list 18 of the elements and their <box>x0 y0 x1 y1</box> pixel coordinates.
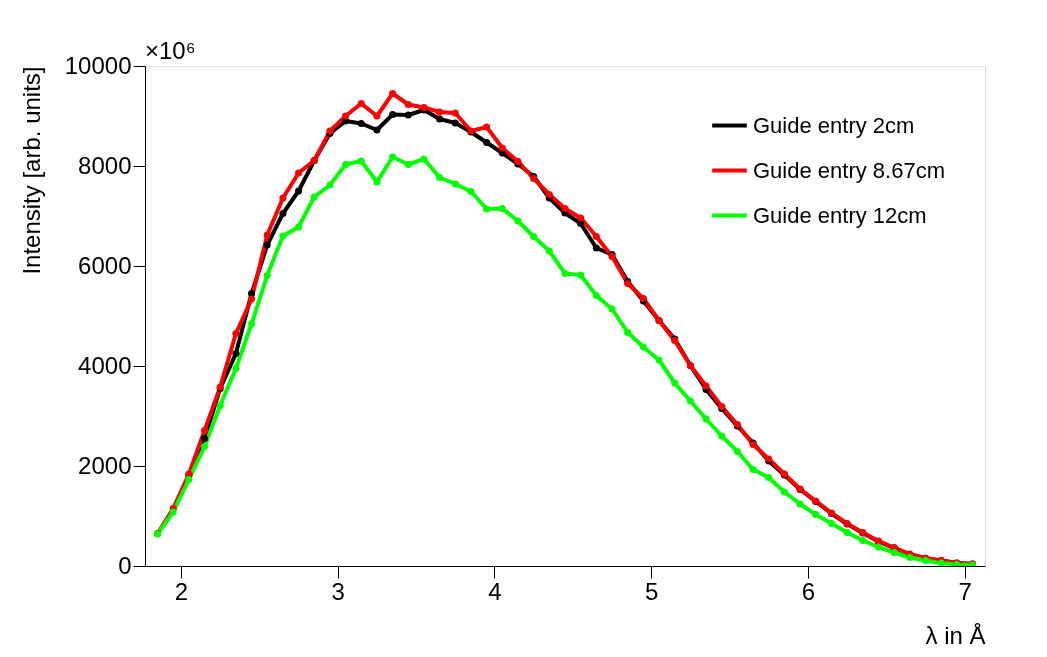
legend-label: Guide entry 2cm <box>753 112 915 138</box>
y-tick-label: 2000 <box>78 451 132 479</box>
y-tick-label: 4000 <box>78 351 132 379</box>
x-tick-label: 4 <box>488 577 502 605</box>
y-axis-title: Intensity [arb. units] <box>17 66 45 275</box>
y-tick-label: 8000 <box>78 151 132 179</box>
x-axis-title: λ in Å <box>925 621 986 649</box>
text: ×10⁶ <box>145 37 196 64</box>
x-tick-label: 6 <box>801 577 816 605</box>
y-tick-label: 10000 <box>64 51 132 79</box>
legend-label: Guide entry 12cm <box>753 202 927 228</box>
x-tick-label: 3 <box>331 577 345 605</box>
y-tick-label: 0 <box>118 551 132 579</box>
legend-label: Guide entry 8.67cm <box>753 157 945 183</box>
x-tick-label: 2 <box>174 577 189 605</box>
x-tick-label: 5 <box>645 577 659 605</box>
x-tick-label: 7 <box>958 577 972 605</box>
y-tick-label: 6000 <box>78 251 132 279</box>
